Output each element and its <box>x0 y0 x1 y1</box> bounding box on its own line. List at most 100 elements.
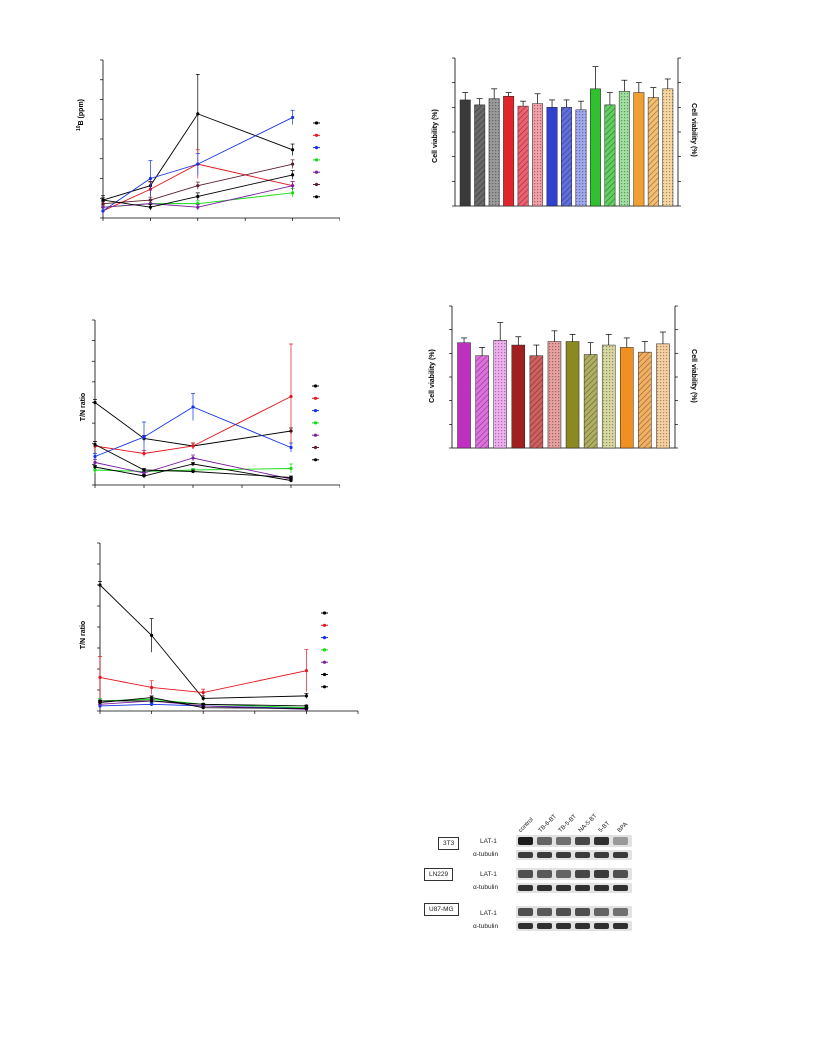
boron-ylabel: 10B (ppm) <box>76 99 85 131</box>
tubulin-label-ln229: α-tubulin <box>473 884 499 891</box>
blot-band <box>518 908 533 916</box>
data-point <box>142 435 146 439</box>
data-point <box>289 466 293 471</box>
blot-band <box>537 870 552 878</box>
data-point <box>196 162 200 166</box>
blot-band <box>575 923 590 929</box>
viability-ylabel-left-b: Cell viability (%) <box>429 349 436 403</box>
legend-marker <box>313 409 318 413</box>
legend-marker <box>313 445 318 450</box>
bar-6 <box>565 341 580 449</box>
legend-marker <box>322 672 327 677</box>
data-point <box>98 675 102 679</box>
lane-label-5bt: 5-BT <box>597 820 612 834</box>
data-point <box>304 694 308 698</box>
data-point <box>196 205 200 209</box>
data-point <box>304 706 308 711</box>
series-line-1 <box>99 670 307 693</box>
lane-label-tb6bt: TB-6-BT <box>537 813 559 834</box>
blot-band <box>613 923 628 929</box>
bar-pattern-13 <box>648 97 659 206</box>
blot-band <box>575 837 590 845</box>
blot-band <box>613 885 628 891</box>
blot-band <box>537 852 552 858</box>
data-point <box>93 442 97 447</box>
viability-svg-b: Cell viability (%) Cell viability (%) <box>429 305 697 449</box>
tubulin-label-3t3: α-tubulin <box>473 851 499 858</box>
data-point <box>289 394 293 399</box>
blot-band <box>537 837 552 845</box>
series-line-1 <box>94 396 292 454</box>
data-point <box>191 469 195 474</box>
series-line-0 <box>94 402 292 447</box>
bar-3 <box>511 344 526 449</box>
bar-pattern-11 <box>656 343 670 448</box>
data-point <box>289 478 293 483</box>
data-point <box>201 690 205 695</box>
tn-ratio-chart-a: T/N ratio <box>70 312 341 497</box>
viability-ylabel-right-b: Cell viability (%) <box>690 349 697 403</box>
tn-ratio-svg-a: T/N ratio <box>80 319 341 488</box>
series-line-2 <box>102 117 293 212</box>
data-point <box>291 115 295 120</box>
data-point <box>150 685 154 690</box>
blot-band <box>613 837 628 845</box>
bar-pattern-2 <box>488 98 500 206</box>
bar-pattern-10 <box>638 352 652 448</box>
viability-chart-b: Cell viability (%) Cell viability (%) <box>420 298 710 468</box>
data-point <box>201 702 205 706</box>
data-point <box>191 444 195 448</box>
lat1-label-3t3: LAT-1 <box>480 838 497 845</box>
bar-pattern-2 <box>493 340 507 448</box>
series-line-5 <box>94 463 292 481</box>
viability-ylabel-left-a: Cell viability (%) <box>432 109 439 163</box>
blot-band <box>518 885 533 891</box>
blot-band <box>594 837 609 845</box>
legend-marker <box>314 182 319 187</box>
data-point <box>289 475 293 480</box>
data-point <box>148 176 152 181</box>
data-point <box>201 706 205 710</box>
data-point <box>142 471 146 475</box>
blot-band <box>594 885 609 891</box>
legend-marker <box>313 421 318 425</box>
bar-9 <box>620 347 634 449</box>
bar-pattern-4 <box>529 355 543 448</box>
cell-line-u87mg: U87-MG <box>424 903 459 916</box>
data-point <box>196 194 200 199</box>
lane-label-control: control <box>517 817 535 834</box>
blot-band <box>518 870 533 878</box>
data-point <box>196 184 200 188</box>
bar-3 <box>503 95 515 207</box>
series-line-2 <box>94 406 292 457</box>
series-line-4 <box>102 185 293 208</box>
legend-marker <box>322 660 327 664</box>
bar-pattern-1 <box>474 104 485 206</box>
data-point <box>191 405 195 409</box>
data-point <box>196 112 200 116</box>
bar-pattern-1 <box>475 355 489 448</box>
blot-band <box>613 908 628 916</box>
blot-band <box>575 852 590 858</box>
blot-band <box>594 870 609 878</box>
cell-line-ln229: LN229 <box>424 868 454 881</box>
viability-svg-a: Cell viability (%) Cell viability (%) <box>432 57 697 207</box>
blot-band <box>537 923 552 929</box>
legend-marker <box>314 158 319 162</box>
legend-marker <box>322 648 327 652</box>
data-point <box>98 699 102 703</box>
viability-ylabel-right-a: Cell viability (%) <box>690 103 697 157</box>
data-point <box>201 696 205 700</box>
blot-strip-lat1-u87mg <box>516 906 632 918</box>
bar-pattern-5 <box>532 103 543 206</box>
boron-uptake-chart: 10B (ppm) <box>70 50 341 235</box>
data-point <box>93 400 97 405</box>
bar-pattern-8 <box>602 345 616 448</box>
bar-pattern-5 <box>547 341 561 448</box>
data-point <box>150 695 154 700</box>
blot-band <box>594 852 609 858</box>
blot-strip-tubulin-u87mg <box>516 921 632 931</box>
data-point <box>101 205 105 209</box>
data-point <box>150 699 154 703</box>
legend-marker <box>313 384 318 388</box>
